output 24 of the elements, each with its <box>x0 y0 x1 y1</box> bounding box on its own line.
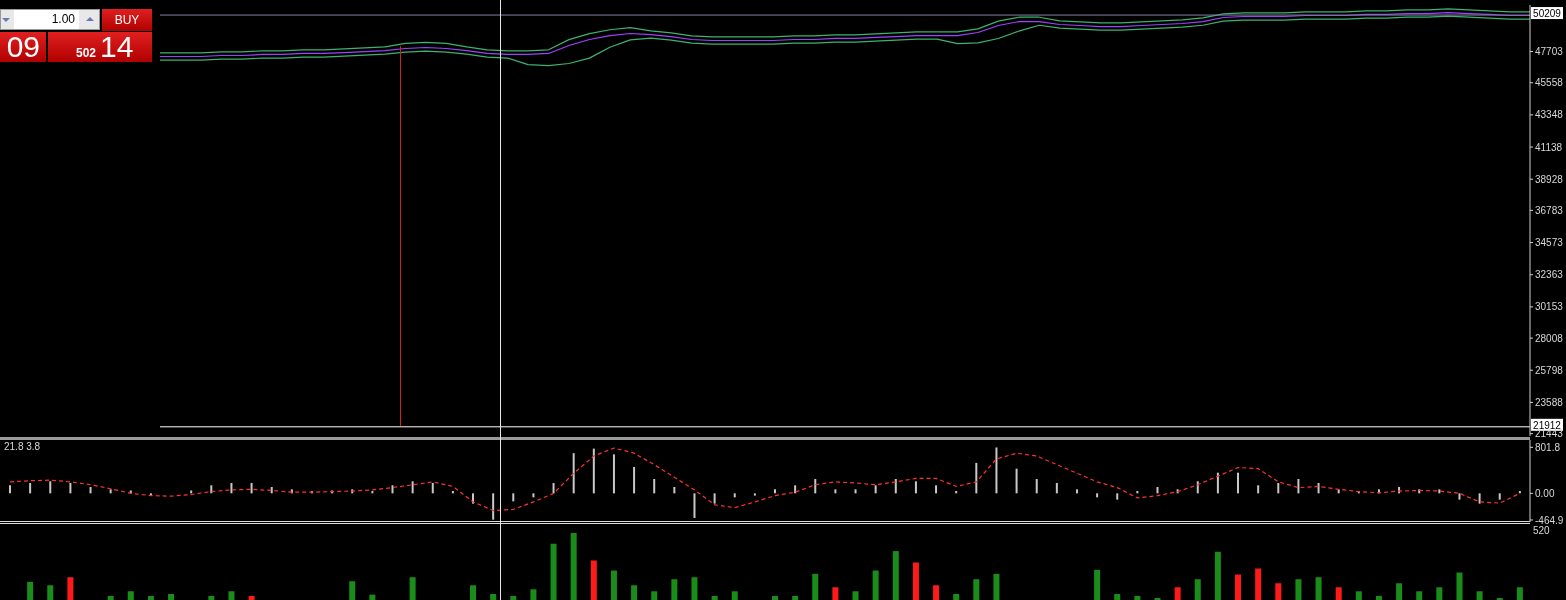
y-tick-label: 38928 <box>1535 173 1564 185</box>
y-tick-label: 32363 <box>1535 269 1564 281</box>
y-tick-label: 25798 <box>1535 364 1564 376</box>
y-tick-label: 43348 <box>1535 109 1564 121</box>
buy-price-panel: 502 14 <box>48 32 152 62</box>
y-tick-label: 0.00 <box>1535 487 1555 499</box>
annotation: 21.8 3.8 <box>4 441 41 452</box>
text: 520 <box>1533 525 1550 536</box>
y-tick-label: 801.8 <box>1535 441 1561 453</box>
y-tick-label: 47703 <box>1535 46 1564 58</box>
y-tick-label: 23588 <box>1535 396 1564 408</box>
y-tick-label: -464.9 <box>1535 514 1564 526</box>
y-tick-label: 45558 <box>1535 77 1564 89</box>
y-tick-label: 28008 <box>1535 332 1564 344</box>
y-tick-label: 34573 <box>1535 237 1564 249</box>
y-tick-label: 30153 <box>1535 301 1564 313</box>
y-tick-label: 36783 <box>1535 204 1564 216</box>
ref-line-label: 21912 <box>1533 419 1562 431</box>
y-tick-label: 21443 <box>1535 428 1564 440</box>
lot-size-field: 1.00 <box>0 9 100 30</box>
sell-price-panel: 09 <box>0 32 46 62</box>
buy-button: BUY <box>102 9 152 31</box>
y-tick-label: 41138 <box>1535 141 1563 153</box>
ref-line-label: 50209 <box>1533 8 1562 20</box>
